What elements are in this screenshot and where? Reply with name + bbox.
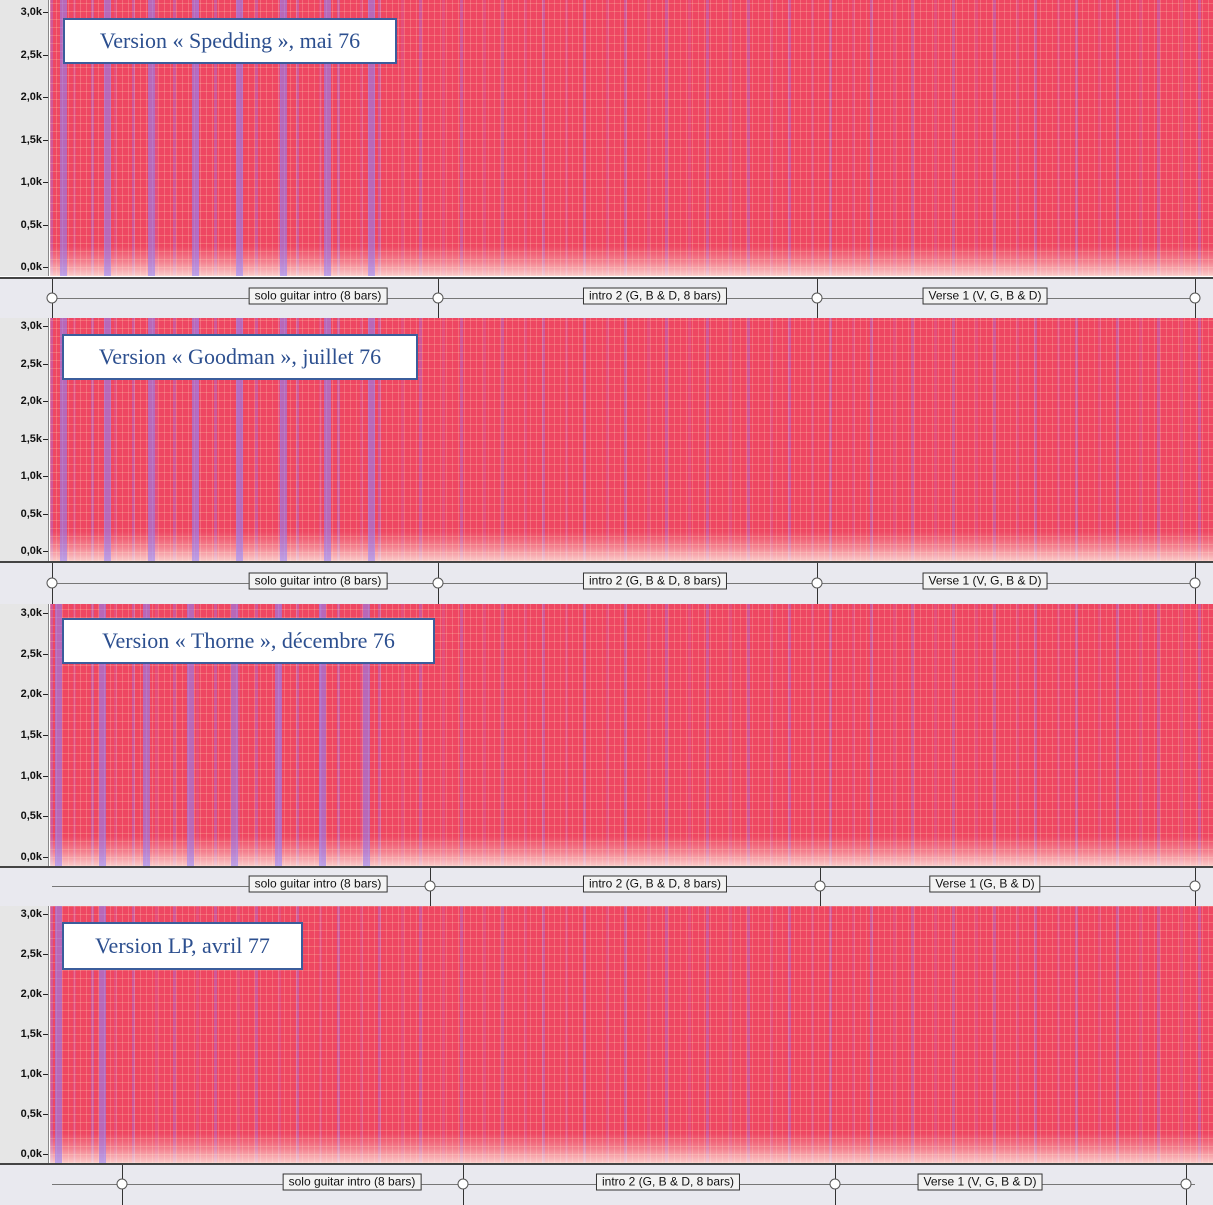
tick-label: 3,0k: [20, 6, 42, 18]
tick-mark: [43, 513, 48, 515]
tick-mark: [43, 653, 48, 655]
tick-mark: [43, 224, 48, 226]
label-handle: [829, 1178, 841, 1190]
label-handle: [46, 577, 58, 588]
spectrogram: [50, 604, 1213, 866]
tick-label: 1,0k: [20, 769, 42, 782]
section-label[interactable]: solo guitar intro (8 bars): [248, 875, 388, 893]
tick-mark: [43, 994, 48, 995]
tick-label: 0,0k: [20, 545, 42, 557]
tick-mark: [43, 694, 48, 696]
label-track: solo guitar intro (8 bars) intro 2 (G, B …: [0, 277, 1213, 318]
version-title: Version « Goodman », juillet 76: [62, 334, 418, 380]
tick-label: 2,5k: [20, 357, 42, 370]
section-label[interactable]: solo guitar intro (8 bars): [248, 572, 388, 589]
label-handle: [811, 292, 823, 303]
section-label[interactable]: solo guitar intro (8 bars): [282, 1173, 422, 1191]
label-handle: [457, 1178, 469, 1190]
tick-label: 0,0k: [20, 1148, 42, 1160]
tick-label: 3,0k: [20, 320, 42, 332]
label-track: solo guitar intro (8 bars) intro 2 (G, B …: [0, 866, 1213, 906]
label-track: solo guitar intro (8 bars) intro 2 (G, B …: [0, 1163, 1213, 1205]
section-label[interactable]: solo guitar intro (8 bars): [248, 287, 388, 304]
section-label[interactable]: Verse 1 (V, G, B & D): [922, 287, 1048, 304]
tick-label: 2,0k: [20, 988, 42, 1000]
label-handle: [1180, 1178, 1192, 1190]
tick-label: 1,0k: [20, 1068, 42, 1080]
tick-mark: [43, 1034, 48, 1035]
label-handle: [46, 292, 58, 303]
tick-mark: [43, 775, 48, 777]
tick-mark: [43, 97, 48, 98]
tick-label: 0,5k: [20, 218, 42, 231]
section-label[interactable]: intro 2 (G, B & D, 8 bars): [582, 287, 728, 304]
tick-mark: [43, 735, 48, 736]
tick-label: 3,0k: [20, 607, 42, 619]
tick-mark: [43, 613, 48, 614]
frequency-axis: [0, 0, 49, 276]
tick-mark: [43, 914, 48, 915]
tick-label: 0,0k: [20, 261, 42, 273]
version-title: Version « Thorne », décembre 76: [62, 618, 435, 664]
section-label[interactable]: Verse 1 (V, G, B & D): [917, 1173, 1043, 1191]
label-handle: [814, 880, 826, 892]
section-label[interactable]: Verse 1 (G, B & D): [929, 875, 1041, 893]
frequency-axis: [0, 318, 49, 561]
tick-mark: [43, 182, 48, 183]
tick-label: 2,5k: [20, 48, 42, 61]
section-label[interactable]: intro 2 (G, B & D, 8 bars): [582, 875, 728, 893]
tick-label: 1,5k: [20, 133, 42, 146]
tick-mark: [43, 1074, 48, 1075]
spectrogram: [50, 0, 1213, 276]
tick-label: 2,0k: [20, 91, 42, 103]
tick-label: 0,5k: [20, 507, 42, 520]
tick-label: 1,0k: [20, 470, 42, 482]
label-handle: [811, 577, 823, 588]
label-handle: [1189, 292, 1201, 303]
tick-label: 2,5k: [20, 948, 42, 960]
tick-mark: [43, 438, 48, 440]
label-handle: [1189, 880, 1201, 892]
tick-label: 0,5k: [20, 1108, 42, 1120]
tick-mark: [43, 54, 48, 56]
tick-mark: [43, 12, 48, 13]
tick-mark: [43, 139, 48, 141]
tick-label: 1,5k: [20, 729, 42, 741]
label-handle: [432, 292, 444, 303]
label-handle: [432, 577, 444, 588]
label-track: solo guitar intro (8 bars) intro 2 (G, B …: [0, 561, 1213, 604]
version-title: Version LP, avril 77: [62, 922, 303, 970]
label-handle: [424, 880, 436, 892]
tick-label: 1,5k: [20, 432, 42, 445]
section-label[interactable]: Verse 1 (V, G, B & D): [922, 572, 1048, 589]
tick-label: 0,5k: [20, 810, 42, 823]
tick-mark: [43, 551, 48, 552]
section-label[interactable]: intro 2 (G, B & D, 8 bars): [582, 572, 728, 589]
tick-label: 1,0k: [20, 176, 42, 188]
label-handle: [116, 1178, 128, 1190]
tick-mark: [43, 363, 48, 365]
tick-label: 1,5k: [20, 1028, 42, 1040]
tick-mark: [43, 267, 48, 268]
tick-mark: [43, 1114, 48, 1115]
tick-mark: [43, 326, 48, 327]
section-label[interactable]: intro 2 (G, B & D, 8 bars): [595, 1173, 741, 1191]
version-title: Version « Spedding », mai 76: [63, 18, 397, 64]
frequency-axis: [0, 604, 49, 866]
tick-label: 3,0k: [20, 908, 42, 920]
tick-mark: [43, 857, 48, 858]
tick-label: 2,5k: [20, 647, 42, 660]
tick-label: 2,0k: [20, 688, 42, 701]
tick-label: 0,0k: [20, 851, 42, 863]
frequency-axis: [0, 906, 49, 1163]
label-handle: [1189, 577, 1201, 588]
tick-label: 2,0k: [20, 395, 42, 407]
tick-mark: [43, 816, 48, 818]
tick-mark: [43, 1154, 48, 1155]
tick-mark: [43, 401, 48, 402]
tick-mark: [43, 476, 48, 477]
tick-mark: [43, 954, 48, 955]
